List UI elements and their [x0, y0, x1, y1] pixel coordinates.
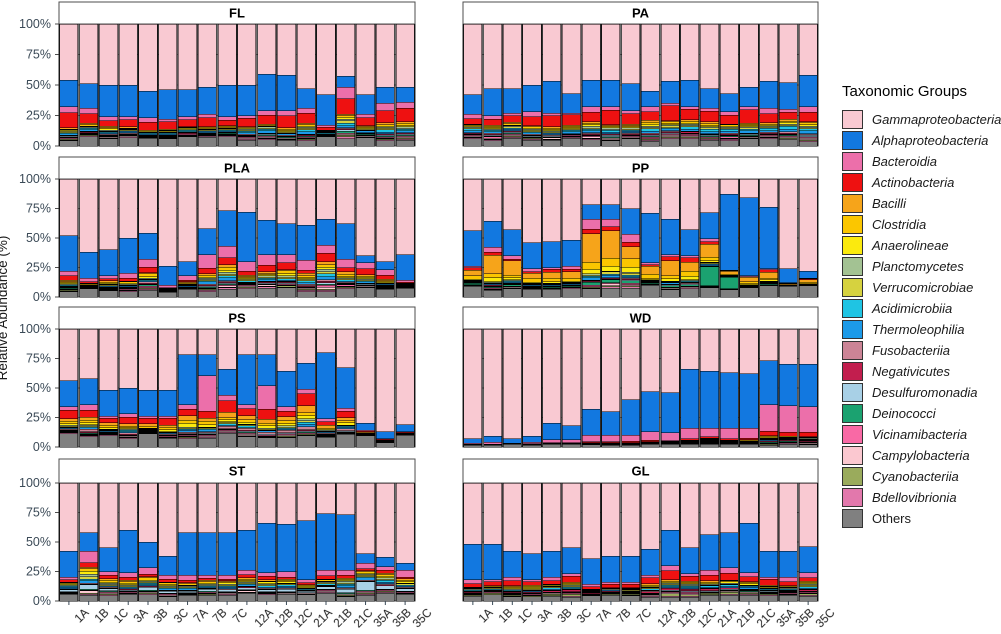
- svg-text:WD: WD: [630, 311, 652, 326]
- svg-text:25%: 25%: [26, 261, 51, 275]
- svg-text:50%: 50%: [26, 231, 51, 245]
- svg-text:PA: PA: [632, 6, 650, 21]
- svg-text:100%: 100%: [19, 172, 51, 186]
- svg-text:75%: 75%: [26, 506, 51, 520]
- svg-text:100%: 100%: [19, 17, 51, 31]
- svg-text:75%: 75%: [26, 48, 51, 62]
- svg-text:25%: 25%: [26, 565, 51, 579]
- svg-text:ST: ST: [229, 464, 246, 479]
- svg-text:GL: GL: [631, 464, 649, 479]
- svg-text:FL: FL: [229, 6, 245, 21]
- svg-text:PLA: PLA: [224, 161, 251, 176]
- svg-text:75%: 75%: [26, 202, 51, 216]
- svg-text:100%: 100%: [19, 476, 51, 490]
- svg-text:PP: PP: [632, 161, 650, 176]
- svg-text:75%: 75%: [26, 352, 51, 366]
- svg-text:0%: 0%: [33, 440, 51, 454]
- svg-text:0%: 0%: [33, 594, 51, 608]
- svg-text:25%: 25%: [26, 109, 51, 123]
- svg-text:25%: 25%: [26, 411, 51, 425]
- svg-text:50%: 50%: [26, 78, 51, 92]
- svg-text:0%: 0%: [33, 139, 51, 153]
- svg-text:50%: 50%: [26, 535, 51, 549]
- svg-text:100%: 100%: [19, 322, 51, 336]
- svg-text:50%: 50%: [26, 381, 51, 395]
- svg-text:PS: PS: [228, 311, 246, 326]
- svg-text:0%: 0%: [33, 290, 51, 304]
